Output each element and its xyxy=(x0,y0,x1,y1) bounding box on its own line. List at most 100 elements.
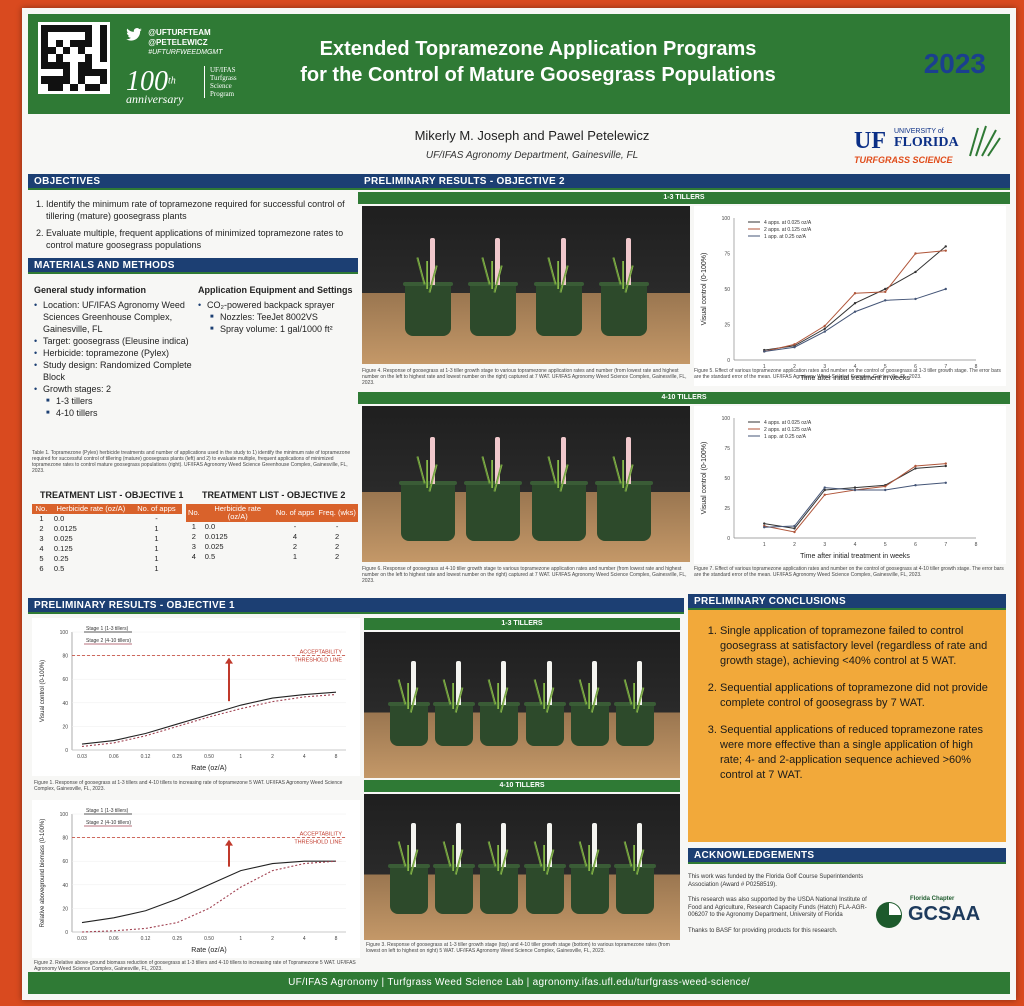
x-tick-label: 0.50 xyxy=(204,754,214,760)
grass-blade xyxy=(425,260,428,289)
qr-module xyxy=(55,76,63,84)
table-cell: 3 xyxy=(191,542,196,551)
qr-code[interactable] xyxy=(38,22,110,94)
qr-module xyxy=(99,47,107,55)
plant-pot xyxy=(523,864,566,915)
table-cell: 0.0125 xyxy=(53,524,77,533)
program-label: UF/IFAS Turfgrass Science Program xyxy=(204,66,254,98)
data-point xyxy=(914,467,917,470)
data-point xyxy=(914,297,917,301)
qr-module xyxy=(92,61,100,69)
qr-module xyxy=(48,61,56,69)
data-point xyxy=(793,346,796,349)
y-tick-label: 80 xyxy=(62,654,68,660)
grass-blade xyxy=(632,844,635,871)
twitter-icon xyxy=(126,28,142,41)
qr-module xyxy=(55,39,63,47)
legend-entry: Stage 2 (4-10 tillers) xyxy=(86,820,131,826)
plant-pot xyxy=(468,281,519,336)
plant-tag xyxy=(495,437,501,484)
qr-module xyxy=(63,61,71,69)
qr-module xyxy=(77,47,85,55)
qr-module xyxy=(48,32,56,40)
data-point xyxy=(944,287,947,291)
data-point xyxy=(793,524,796,528)
y-tick-label: 100 xyxy=(722,216,731,222)
grass-blade xyxy=(415,256,426,285)
qr-module xyxy=(63,47,71,55)
x-axis-label: Time after initial treatment in weeks xyxy=(800,553,910,560)
y-tick-label: 20 xyxy=(62,724,68,730)
grass-blade xyxy=(542,682,545,709)
conclusion-item: Single application of topramezone failed… xyxy=(720,624,992,669)
grass-blade xyxy=(578,678,588,705)
qr-module xyxy=(70,25,78,33)
legend-entry: Stage 1 (1-3 tillers) xyxy=(86,808,129,814)
data-point xyxy=(884,299,887,302)
grass-blade xyxy=(547,456,557,484)
qr-module xyxy=(70,54,78,62)
table-cell: 2 xyxy=(292,542,298,551)
series-line xyxy=(81,691,337,745)
series-line xyxy=(764,463,946,533)
y-tick-label: 25 xyxy=(724,506,730,512)
legend-entry: Stage 1 (1-3 tillers) xyxy=(86,626,129,632)
authors: Mikerly M. Joseph and Pawel Petelewicz xyxy=(414,128,650,143)
header-banner: @UFTURFTEAM @PETELEWICZ #UFTURFWEEDMGMT … xyxy=(28,14,1010,114)
qr-module xyxy=(92,54,100,62)
table-row: 2 0.0125 1 xyxy=(32,524,182,534)
data-point xyxy=(823,488,826,492)
y-tick-label: 75 xyxy=(724,446,730,452)
qr-module xyxy=(92,76,100,84)
qr-module xyxy=(48,69,56,77)
grass-blade xyxy=(442,840,452,867)
grass-blade xyxy=(452,682,455,709)
conclusions-box: Single application of topramezone failed… xyxy=(688,610,1006,842)
conclusions-heading: PRELIMINARY CONCLUSIONS xyxy=(688,594,1006,610)
table-cell: 0.0125 xyxy=(204,532,228,541)
x-tick-label: 5 xyxy=(884,364,887,370)
y-tick-label: 75 xyxy=(724,252,730,258)
grass-blade xyxy=(497,682,500,709)
table-row: 5 0.25 1 xyxy=(32,554,182,564)
grass-blade xyxy=(488,840,497,867)
grass-blade xyxy=(533,678,542,705)
qr-module xyxy=(55,32,63,40)
data-point xyxy=(853,302,857,305)
x-tick-label: 0.25 xyxy=(172,936,182,942)
data-point xyxy=(853,488,857,492)
data-point xyxy=(823,486,826,489)
qr-module xyxy=(41,69,49,77)
qr-module xyxy=(41,83,49,91)
plant-tag xyxy=(560,237,566,285)
series-line xyxy=(81,860,336,924)
fig1-chart: 0 20 40 60 80 100 0.03 0.06 0.12 0.25 0.50 1 2 4 8 Rate… xyxy=(32,618,360,776)
qr-module xyxy=(41,47,49,55)
data-point xyxy=(914,252,917,255)
data-point xyxy=(763,522,766,525)
footer[interactable]: UF/IFAS Agronomy | Turfgrass Weed Scienc… xyxy=(28,972,1010,994)
poster: @UFTURFTEAM @PETELEWICZ #UFTURFWEEDMGMT … xyxy=(22,8,1016,1000)
data-point xyxy=(763,526,766,529)
grass-blade xyxy=(415,456,426,484)
fig7-chart: 0 25 50 75 100 1 2 3 4 5 6 7 8 Time after initial tre… xyxy=(694,406,1006,564)
qr-module xyxy=(99,54,107,62)
x-tick-label: 2 xyxy=(271,936,274,942)
threshold-label: THRESHOLD LINE xyxy=(294,658,342,664)
data-point xyxy=(944,249,947,252)
results2-sub1: 1-3 TILLERS xyxy=(358,192,1010,204)
x-tick-label: 1 xyxy=(763,542,766,548)
series-line xyxy=(764,465,946,529)
data-point xyxy=(944,481,947,484)
social-handle: @UFTURFTEAM xyxy=(148,28,211,37)
conclusion-item: Sequential applications of reduced topra… xyxy=(720,723,992,783)
qr-module xyxy=(92,25,100,33)
data-point xyxy=(914,270,917,274)
x-axis-label: Rate (oz/A) xyxy=(191,947,226,954)
y-tick-label: 0 xyxy=(727,536,730,542)
data-point xyxy=(763,350,766,353)
acknowledgements-text: This work was funded by the Florida Golf… xyxy=(688,874,867,934)
y-tick-label: 0 xyxy=(65,930,68,936)
legend-entry: 2 apps. at 0.125 oz/A xyxy=(764,427,812,433)
x-tick-label: 4 xyxy=(303,936,306,942)
